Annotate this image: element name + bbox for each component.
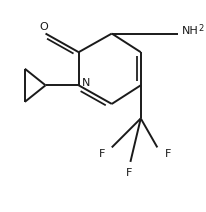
Text: NH: NH: [181, 26, 198, 36]
Text: N: N: [81, 78, 90, 88]
Text: 2: 2: [198, 24, 203, 33]
Text: F: F: [164, 149, 170, 159]
Text: O: O: [39, 22, 48, 32]
Text: F: F: [99, 149, 105, 159]
Text: F: F: [126, 168, 132, 178]
